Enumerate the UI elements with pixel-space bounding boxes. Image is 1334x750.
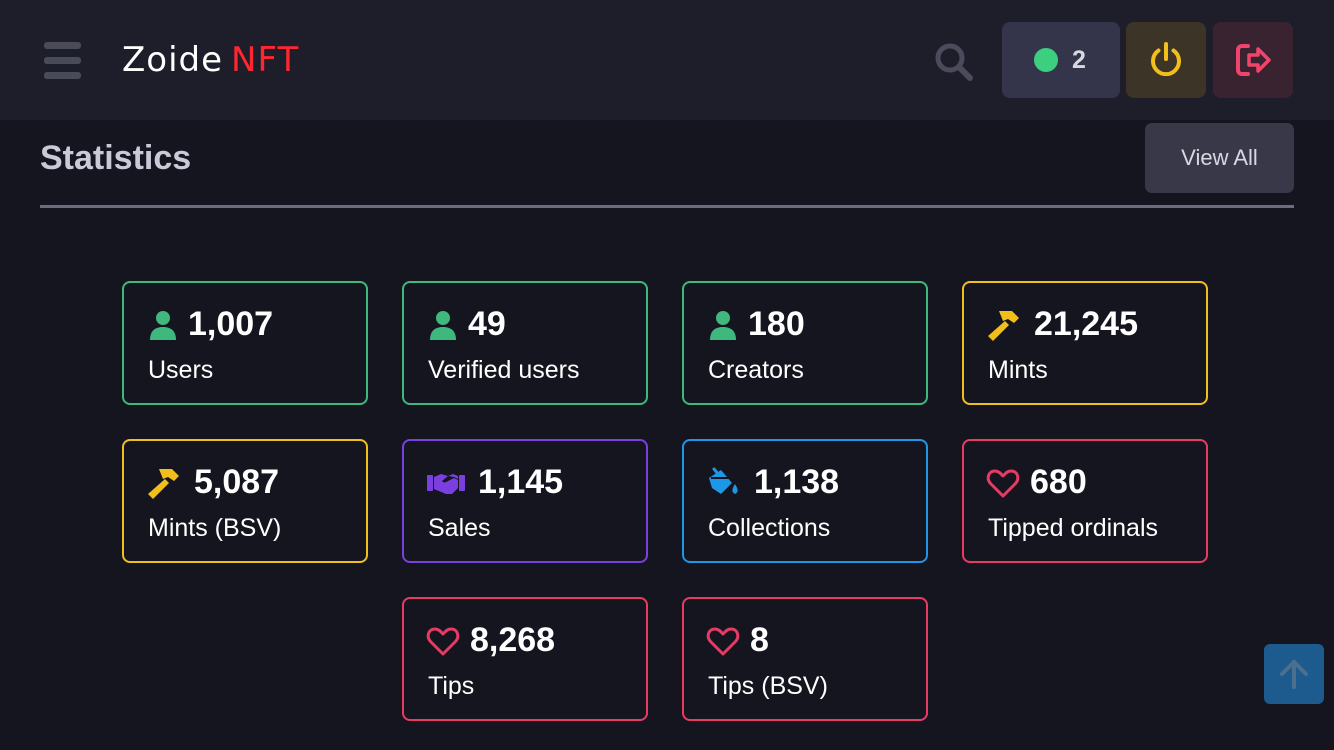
stat-value: 1,138: [754, 463, 840, 501]
stat-label: Users: [148, 356, 214, 384]
stat-card-creators: 180 Creators: [682, 281, 928, 405]
stat-value: 8,268: [470, 621, 556, 659]
stat-card-collections: 1,138 Collections: [682, 439, 928, 563]
scroll-to-top-button[interactable]: [1264, 644, 1324, 704]
online-status-button[interactable]: 2: [1002, 22, 1120, 98]
status-dot: [1034, 48, 1058, 72]
search-icon[interactable]: [932, 40, 976, 84]
paint-bucket-icon: [709, 467, 738, 494]
user-icon: [150, 311, 176, 340]
stat-value: 1,145: [478, 463, 564, 501]
stat-label: Mints (BSV): [148, 514, 282, 542]
top-navbar: Zoide NFT 2: [0, 0, 1334, 120]
arrow-up-icon: [1280, 660, 1308, 689]
stat-card-mints-bsv: 5,087 Mints (BSV): [122, 439, 368, 563]
power-button[interactable]: [1126, 22, 1206, 98]
stat-label: Tips (BSV): [708, 672, 828, 700]
logo[interactable]: Zoide NFT: [122, 40, 299, 80]
divider: [40, 205, 1294, 208]
stat-card-tips: 8,268 Tips: [402, 597, 648, 721]
stat-value: 49: [468, 305, 506, 343]
user-icon: [710, 311, 736, 340]
stat-value: 21,245: [1034, 305, 1138, 343]
stat-card-tipped-ordinals: 680 Tipped ordinals: [962, 439, 1208, 563]
hammer-icon: [988, 311, 1019, 341]
stat-value: 680: [1030, 463, 1087, 501]
power-icon: [1151, 42, 1181, 77]
view-all-button[interactable]: View All: [1145, 123, 1294, 193]
stat-card-users: 1,007 Users: [122, 281, 368, 405]
stat-label: Collections: [708, 514, 831, 542]
stat-label: Tips: [428, 672, 475, 700]
stat-card-sales: 1,145 Sales: [402, 439, 648, 563]
hammer-icon: [148, 469, 179, 499]
stat-label: Verified users: [428, 356, 580, 384]
heart-icon: [706, 627, 740, 656]
stat-value: 5,087: [194, 463, 280, 501]
hamburger-icon[interactable]: [44, 42, 82, 80]
stat-value: 8: [750, 621, 769, 659]
stat-card-verified-users: 49 Verified users: [402, 281, 648, 405]
stat-label: Mints: [988, 356, 1048, 384]
stat-label: Creators: [708, 356, 804, 384]
statistics-title: Statistics: [40, 139, 192, 177]
logo-text-zoide: Zoide: [122, 40, 224, 80]
logout-icon: [1236, 44, 1271, 76]
stat-value: 180: [748, 305, 805, 343]
heart-icon: [986, 469, 1020, 498]
stat-card-tips-bsv: 8 Tips (BSV): [682, 597, 928, 721]
stat-label: Sales: [428, 514, 491, 542]
stat-value: 1,007: [188, 305, 274, 343]
stat-label: Tipped ordinals: [988, 514, 1159, 542]
logo-text-nft: NFT: [231, 40, 300, 80]
status-count: 2: [1072, 46, 1086, 74]
stat-card-mints: 21,245 Mints: [962, 281, 1208, 405]
user-icon: [430, 311, 456, 340]
heart-icon: [426, 627, 460, 656]
handshake-icon: [427, 474, 465, 494]
logout-button[interactable]: [1213, 22, 1293, 98]
